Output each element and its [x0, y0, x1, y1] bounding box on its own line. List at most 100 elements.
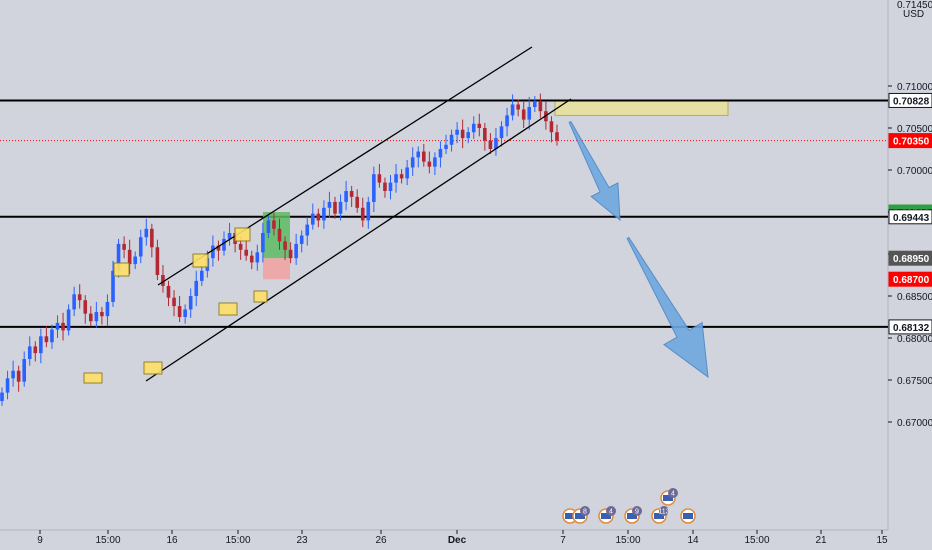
candle-body [0, 392, 4, 401]
candle-body [72, 294, 76, 310]
price-tick-label: 0.67500 [897, 376, 932, 387]
price-tag-label: 0.69443 [893, 213, 930, 224]
swing-marker-box[interactable] [218, 302, 238, 316]
candle-body [172, 297, 176, 307]
swing-marker-box[interactable] [192, 253, 209, 268]
price-tick-label: 0.68500 [897, 292, 932, 303]
candle-body [294, 243, 298, 259]
candle-body [422, 151, 426, 162]
projection-arrow[interactable] [626, 236, 709, 379]
candle-body [105, 301, 110, 317]
candle-body [355, 196, 359, 208]
candle-body [150, 228, 154, 248]
candle-body [33, 346, 38, 354]
candle-body [39, 336, 43, 354]
candle-body [55, 322, 60, 330]
event-count-badge [580, 506, 590, 516]
candle-body [477, 123, 482, 128]
time-tick-label: 15:00 [225, 535, 250, 546]
candle-body [166, 285, 171, 298]
candle-body [505, 115, 509, 127]
swing-marker-box[interactable] [83, 372, 103, 384]
candle-body [89, 313, 93, 322]
candle-body [277, 228, 282, 242]
candle-body [316, 213, 321, 221]
candle-body [366, 201, 371, 221]
candle-body [94, 311, 99, 322]
candle-body [116, 243, 121, 271]
candle-body [449, 134, 454, 145]
candle-body [127, 249, 132, 265]
projection-arrow[interactable] [568, 120, 621, 222]
candle-body [177, 306, 182, 317]
time-tick-label: 26 [375, 535, 387, 546]
price-tag-label: 0.70350 [893, 137, 930, 148]
candle-body [61, 322, 65, 331]
candle-body [533, 101, 537, 107]
price-tick-label: 0.68000 [897, 334, 932, 345]
time-tick-label: 15:00 [744, 535, 769, 546]
candle-body [471, 123, 476, 133]
candle-body [333, 201, 337, 214]
candle-body [388, 182, 393, 191]
candle-body [194, 280, 199, 296]
candle-body [488, 140, 493, 149]
swing-marker-box[interactable] [113, 262, 130, 277]
channel-lower-line[interactable] [145, 98, 572, 382]
candle-body [555, 132, 559, 141]
time-tick-label: 14 [687, 535, 699, 546]
event-count-label: 9 [635, 509, 639, 516]
channel-upper-line[interactable] [157, 46, 533, 286]
currency-label: USD [903, 9, 924, 20]
event-flag-icon [565, 513, 575, 519]
candle-body [360, 207, 365, 221]
candle-body [138, 237, 143, 257]
candle-body [527, 107, 532, 120]
price-tag-label: 0.68950 [893, 254, 930, 265]
candle-body [144, 228, 149, 238]
candle-body [494, 138, 498, 149]
price-tag-label: 0.68132 [893, 323, 930, 334]
candle-body [349, 191, 354, 197]
stop-zone-box[interactable] [263, 258, 290, 280]
candle-body [133, 256, 137, 265]
time-tick-label: 15 [876, 535, 888, 546]
candle-body [5, 378, 10, 393]
candle-body [410, 157, 415, 168]
swing-marker-box[interactable] [143, 361, 163, 375]
candle-body [111, 270, 115, 302]
candle-body [222, 238, 226, 251]
candle-body [238, 243, 243, 250]
candle-body [188, 296, 193, 310]
candle-body [100, 311, 104, 317]
candle-body [200, 270, 204, 281]
swing-marker-box[interactable] [253, 290, 268, 303]
target-zone-box[interactable] [263, 212, 290, 259]
supply-zone-box[interactable] [554, 99, 729, 116]
candle-body [344, 191, 348, 202]
candle-body [183, 309, 187, 317]
candle-body [466, 132, 470, 139]
candle-body [227, 233, 232, 239]
candle-body [155, 247, 160, 275]
price-tag-label: 0.68700 [893, 275, 930, 286]
time-tick-label: 15:00 [95, 535, 120, 546]
time-tick-label: 23 [296, 535, 308, 546]
candle-body [288, 249, 293, 259]
price-tick-label-partial: 0.71450 [897, 0, 932, 11]
candle-body [249, 255, 254, 263]
price-tag [888, 271, 932, 287]
candle-body [372, 174, 376, 202]
time-tick-label: 15:00 [615, 535, 640, 546]
candle-body [161, 275, 165, 286]
event-count-badge [668, 488, 678, 498]
candle-body [499, 126, 504, 139]
candle-body [16, 370, 21, 382]
price-tick-label: 0.70000 [897, 166, 932, 177]
event-flag-icon [654, 513, 664, 519]
candle-body [394, 174, 398, 183]
price-tag [888, 92, 932, 108]
swing-marker-box[interactable] [234, 227, 251, 242]
candle-body [405, 167, 409, 179]
